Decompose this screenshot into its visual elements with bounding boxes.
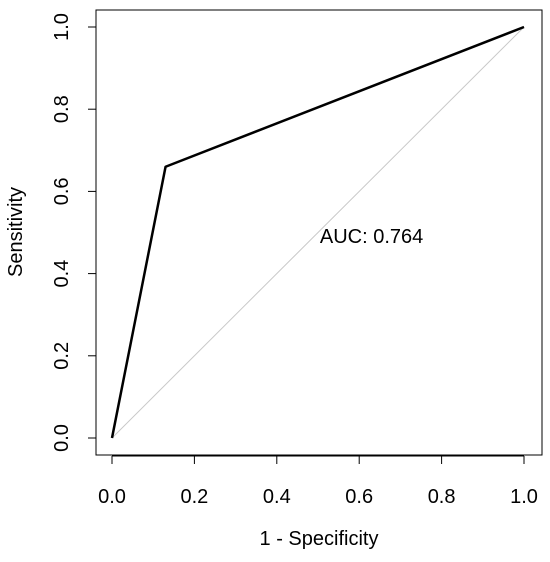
x-tick-label: 0.2 xyxy=(180,486,208,508)
x-tick-label: 0.8 xyxy=(428,486,456,508)
y-tick-label: 0.0 xyxy=(51,424,73,452)
series-layer xyxy=(110,25,525,439)
x-axis: 0.0 0.2 0.4 0.6 0.8 1.0 xyxy=(98,455,538,508)
y-tick-label: 0.2 xyxy=(51,342,73,370)
y-axis: 0.0 0.2 0.4 0.6 0.8 1.0 xyxy=(51,13,97,452)
y-axis-label: Sensitivity xyxy=(5,187,27,277)
auc-annotation: AUC: 0.764 xyxy=(320,226,423,248)
y-tick-label: 0.8 xyxy=(51,95,73,123)
roc-curve-line xyxy=(110,25,525,439)
y-tick-label: 0.4 xyxy=(51,260,73,288)
x-tick-label: 0.6 xyxy=(345,486,373,508)
x-tick-label: 0.0 xyxy=(98,486,126,508)
y-tick-label: 0.6 xyxy=(51,177,73,205)
x-tick-label: 0.4 xyxy=(263,486,291,508)
reference-diagonal-line xyxy=(111,26,525,439)
y-tick-label: 1.0 xyxy=(51,13,73,41)
x-tick-label: 1.0 xyxy=(510,486,538,508)
x-axis-label: 1 - Specificity xyxy=(260,528,379,550)
reference-line-layer xyxy=(111,26,525,439)
annotation-layer: AUC: 0.764 xyxy=(320,226,423,248)
